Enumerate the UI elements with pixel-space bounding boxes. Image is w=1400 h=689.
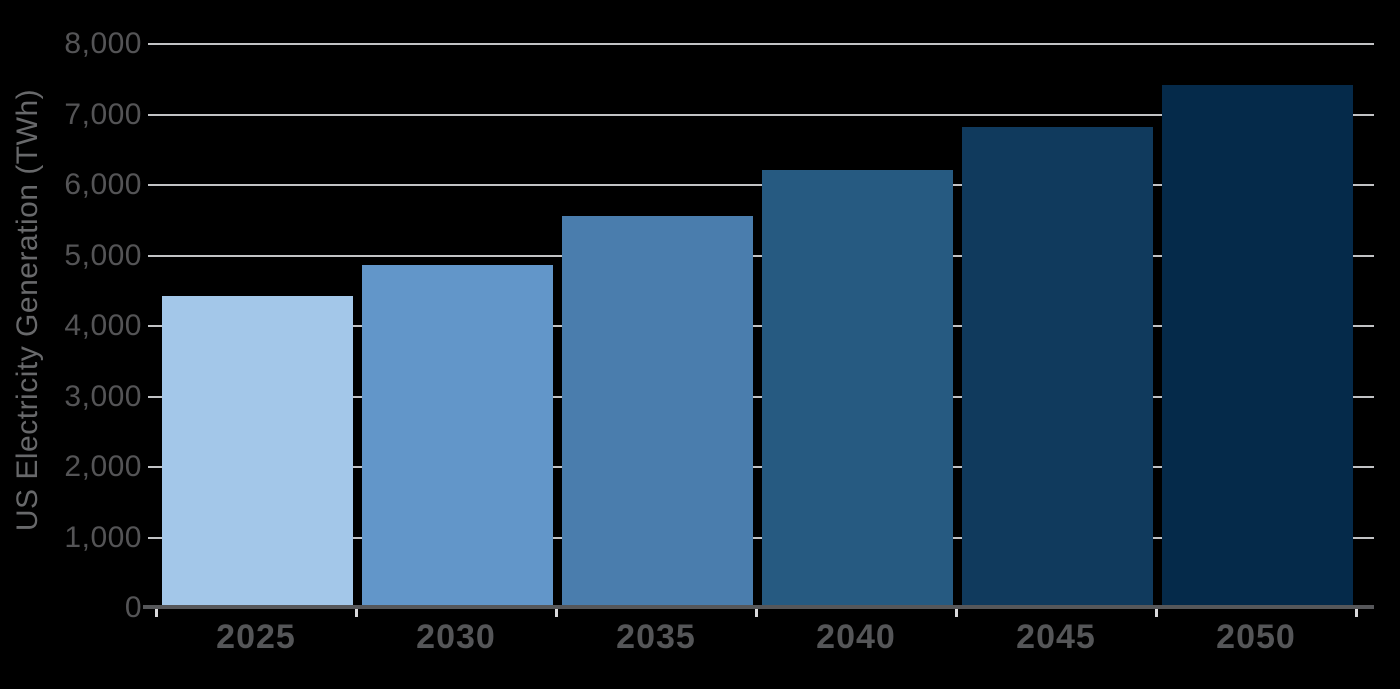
x-axis-line [143, 605, 1374, 609]
bar-2040 [762, 170, 953, 606]
y-tick-label-6,000: 6,000 [64, 168, 142, 201]
y-tick-label-1,000: 1,000 [64, 520, 142, 554]
y-tick-label-5,000: 5,000 [64, 238, 142, 272]
gridline-4,000 [148, 325, 1374, 327]
gridline-2,000 [148, 466, 1374, 468]
bar-2030 [362, 265, 553, 606]
x-tick-label-2050: 2050 [1216, 618, 1296, 656]
y-axis-title: US Electricity Generation (TWh) [11, 88, 44, 532]
gridline-7,000 [148, 113, 1374, 116]
x-axis-boundary-tick [155, 609, 158, 617]
x-axis-boundary-tick [555, 609, 558, 617]
y-tick-label-2,000: 2,000 [64, 450, 142, 483]
gridline-3,000 [148, 395, 1374, 398]
x-tick-label-2025: 2025 [216, 618, 296, 656]
bar-2045 [962, 126, 1153, 606]
x-axis-boundary-tick [1155, 609, 1158, 617]
y-tick-label-7,000: 7,000 [64, 97, 142, 131]
gridline-5,000 [148, 254, 1374, 257]
y-tick-label-4,000: 4,000 [64, 309, 142, 342]
x-axis-boundary-tick [955, 609, 958, 617]
x-tick-label-2030: 2030 [416, 618, 496, 656]
gridline-1,000 [148, 536, 1374, 539]
gridline-8,000 [148, 43, 1374, 45]
gridline-6,000 [148, 184, 1374, 186]
y-tick-label-8,000: 8,000 [64, 27, 142, 60]
bar-2035 [562, 216, 753, 606]
bar-2025 [162, 295, 353, 606]
y-tick-label-0: 0 [124, 591, 142, 624]
x-tick-label-2040: 2040 [816, 618, 896, 656]
x-axis-boundary-tick [355, 609, 358, 617]
x-tick-label-2035: 2035 [616, 618, 696, 656]
x-axis-boundary-tick [755, 609, 758, 617]
x-axis-boundary-tick [1355, 609, 1358, 617]
bar-2050 [1162, 85, 1353, 606]
y-tick-label-3,000: 3,000 [64, 379, 142, 413]
x-tick-label-2045: 2045 [1016, 618, 1096, 656]
